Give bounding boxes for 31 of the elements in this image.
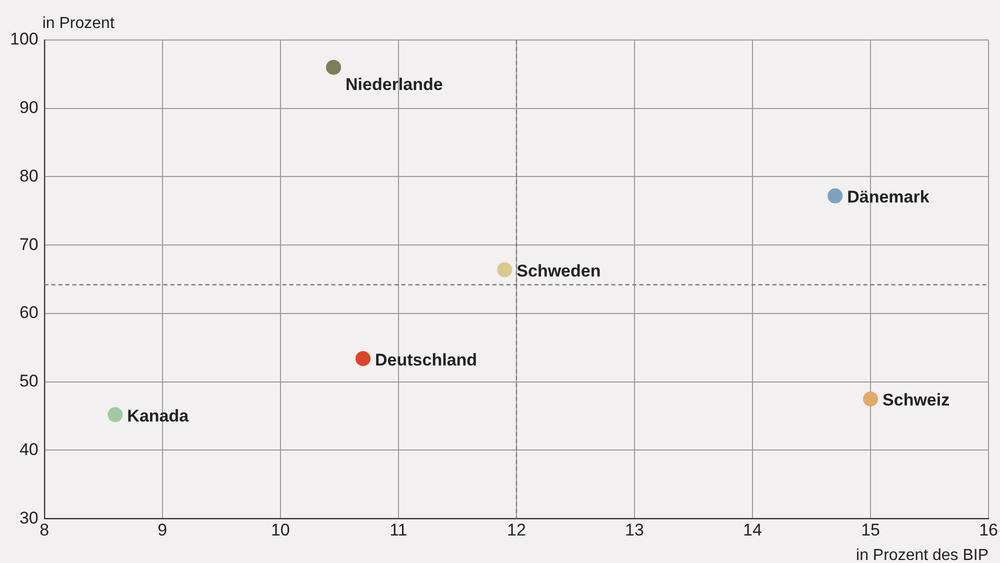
series-label: Niederlande — [346, 75, 443, 94]
x-tick-label: 16 — [979, 520, 998, 540]
series-label: Schweden — [516, 261, 601, 280]
x-tick-label: 9 — [158, 520, 168, 540]
series-label: Deutschland — [375, 350, 478, 370]
y-tick-label: 50 — [19, 372, 38, 391]
point — [497, 262, 512, 278]
point — [828, 188, 843, 204]
y-tick-label: 70 — [19, 234, 38, 254]
series-label: Kanada — [127, 406, 190, 426]
x-tick-label: 13 — [625, 520, 644, 540]
series-label: Schweiz — [882, 390, 950, 410]
y-tick-label: 90 — [19, 98, 38, 118]
x-tick-label: 12 — [506, 520, 526, 540]
point — [326, 60, 342, 75]
y-tick-label: 100 — [10, 30, 38, 49]
y-tick-label: 60 — [19, 303, 38, 322]
x-tick-label: 11 — [390, 520, 408, 540]
x-tick-label: 8 — [40, 520, 50, 540]
x-tick-label: 15 — [861, 520, 880, 540]
series-label: Dänemark — [847, 188, 930, 207]
y-tick-label: 30 — [19, 508, 38, 528]
point — [356, 351, 371, 366]
point — [863, 391, 878, 406]
point — [108, 407, 123, 422]
y-tick-label: 40 — [19, 440, 38, 459]
x-axis-title: in Prozent des BIP — [856, 547, 989, 563]
x-tick-label: 14 — [743, 520, 762, 540]
y-tick-label: 80 — [19, 166, 38, 186]
y-axis-title: in Prozent — [42, 15, 115, 32]
x-tick-label: 10 — [270, 520, 290, 540]
